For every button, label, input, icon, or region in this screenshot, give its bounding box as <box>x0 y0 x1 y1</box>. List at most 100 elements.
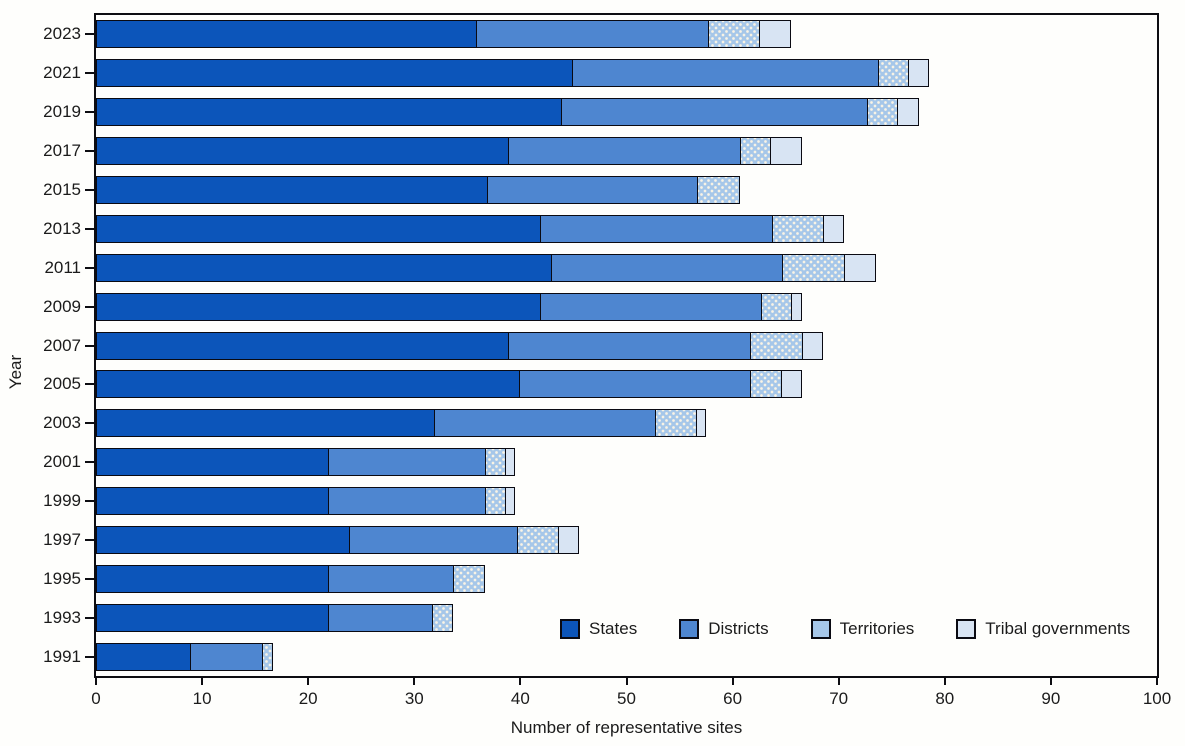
bar-segment-districts <box>539 214 774 243</box>
bar-segment-tribal-governments <box>504 487 516 516</box>
legend-swatch-icon <box>679 619 700 639</box>
y-tick-label: 2005 <box>43 374 81 394</box>
bar-segment-territories <box>453 564 486 593</box>
bar-segment-states <box>96 603 330 632</box>
bar-row-2021 <box>96 59 930 88</box>
x-tick <box>625 678 628 685</box>
x-tick-label: 10 <box>192 689 212 708</box>
bar-segment-districts <box>327 487 487 516</box>
x-tick-label: 100 <box>1142 689 1172 708</box>
y-tick-label: 1997 <box>43 529 81 549</box>
bar-row-2003 <box>96 409 707 438</box>
bar-segment-districts <box>189 642 265 671</box>
bar-segment-states <box>96 448 330 477</box>
x-tick-label: 0 <box>91 689 101 708</box>
bar-segment-states <box>96 409 436 438</box>
y-tick-label: 2021 <box>43 63 81 83</box>
x-tick-label: 60 <box>723 689 743 708</box>
bar-row-1995 <box>96 564 486 593</box>
bar-row-2017 <box>96 137 802 166</box>
bar-segment-territories <box>761 292 793 321</box>
y-tick-label: 1995 <box>43 568 81 588</box>
bar-segment-districts <box>518 370 753 399</box>
legend-label: States <box>589 619 638 638</box>
bar-segment-tribal-governments <box>695 409 707 438</box>
x-tick <box>95 678 97 685</box>
legend-label: Tribal governments <box>985 619 1131 638</box>
bar-segment-states <box>96 331 510 360</box>
bar-segment-states <box>96 292 542 321</box>
bar-segment-tribal-governments <box>897 98 919 127</box>
bar-row-1991 <box>96 642 273 671</box>
y-tick-label: 1991 <box>43 646 81 666</box>
bar-row-2001 <box>96 448 516 477</box>
y-tick <box>85 266 94 269</box>
x-tick-label: 20 <box>298 689 318 708</box>
plot-area: States Districts Territories Tribal governm… <box>94 13 1159 678</box>
bar-segment-districts <box>327 603 434 632</box>
bar-segment-territories <box>739 137 772 166</box>
x-tick <box>837 678 840 685</box>
bar-segment-districts <box>348 525 519 554</box>
bar-segment-districts <box>508 331 753 360</box>
legend-label: Territories <box>839 619 915 638</box>
x-tick <box>731 678 734 685</box>
bar-row-1993 <box>96 603 454 632</box>
bar-segment-tribal-governments <box>791 292 802 321</box>
bar-row-1999 <box>96 487 516 516</box>
bar-segment-states <box>96 214 542 243</box>
y-tick <box>85 227 94 230</box>
bar-segment-territories <box>517 525 560 554</box>
bar-segment-states <box>96 642 192 671</box>
legend-swatch-icon <box>956 619 977 639</box>
y-tick <box>85 111 94 114</box>
y-tick <box>85 72 94 75</box>
y-tick-label: 2009 <box>43 296 81 316</box>
bar-segment-territories <box>750 370 783 399</box>
bar-segment-tribal-governments <box>823 214 845 243</box>
bar-segment-states <box>96 20 478 49</box>
y-tick-label: 2007 <box>43 335 81 355</box>
bar-segment-tribal-governments <box>780 370 802 399</box>
y-tick <box>85 305 94 308</box>
bar-segment-states <box>96 487 330 516</box>
bar-segment-territories <box>782 253 846 282</box>
legend-item-districts: Districts <box>679 619 769 639</box>
bar-segment-tribal-governments <box>801 331 823 360</box>
bar-segment-tribal-governments <box>557 525 579 554</box>
bar-segment-territories <box>485 487 507 516</box>
bar-segment-territories <box>750 331 804 360</box>
legend-label: Districts <box>708 619 769 638</box>
bar-segment-tribal-governments <box>759 20 792 49</box>
bar-segment-states <box>96 564 330 593</box>
bar-segment-districts <box>476 20 710 49</box>
y-tick-label: 2019 <box>43 102 81 122</box>
bar-segment-states <box>96 525 351 554</box>
bar-segment-tribal-governments <box>844 253 877 282</box>
x-tick-label: 90 <box>1041 689 1061 708</box>
bar-segment-territories <box>262 642 273 671</box>
bar-segment-territories <box>867 98 899 127</box>
x-tick-label: 70 <box>829 689 849 708</box>
x-tick-label: 50 <box>617 689 636 708</box>
y-tick <box>85 188 94 191</box>
legend-swatch-icon <box>560 619 580 639</box>
bar-row-2013 <box>96 214 845 243</box>
y-tick-label: 2003 <box>43 413 81 433</box>
y-tick-label: 2011 <box>44 257 81 277</box>
y-tick-label: 2001 <box>43 452 81 472</box>
bar-segment-territories <box>697 175 740 204</box>
y-tick <box>85 383 94 386</box>
bar-segment-states <box>96 59 574 88</box>
x-tick <box>307 678 310 685</box>
x-axis-title: Number of representative sites <box>510 718 743 737</box>
legend: States Districts Territories Tribal governm… <box>560 619 1130 639</box>
bar-row-2019 <box>96 98 919 127</box>
legend-item-tribal-governments: Tribal governments <box>956 619 1130 639</box>
y-tick <box>85 538 94 541</box>
bar-row-2023 <box>96 20 792 49</box>
bar-segment-districts <box>550 253 784 282</box>
y-tick <box>85 422 94 425</box>
bar-row-2009 <box>96 292 802 321</box>
